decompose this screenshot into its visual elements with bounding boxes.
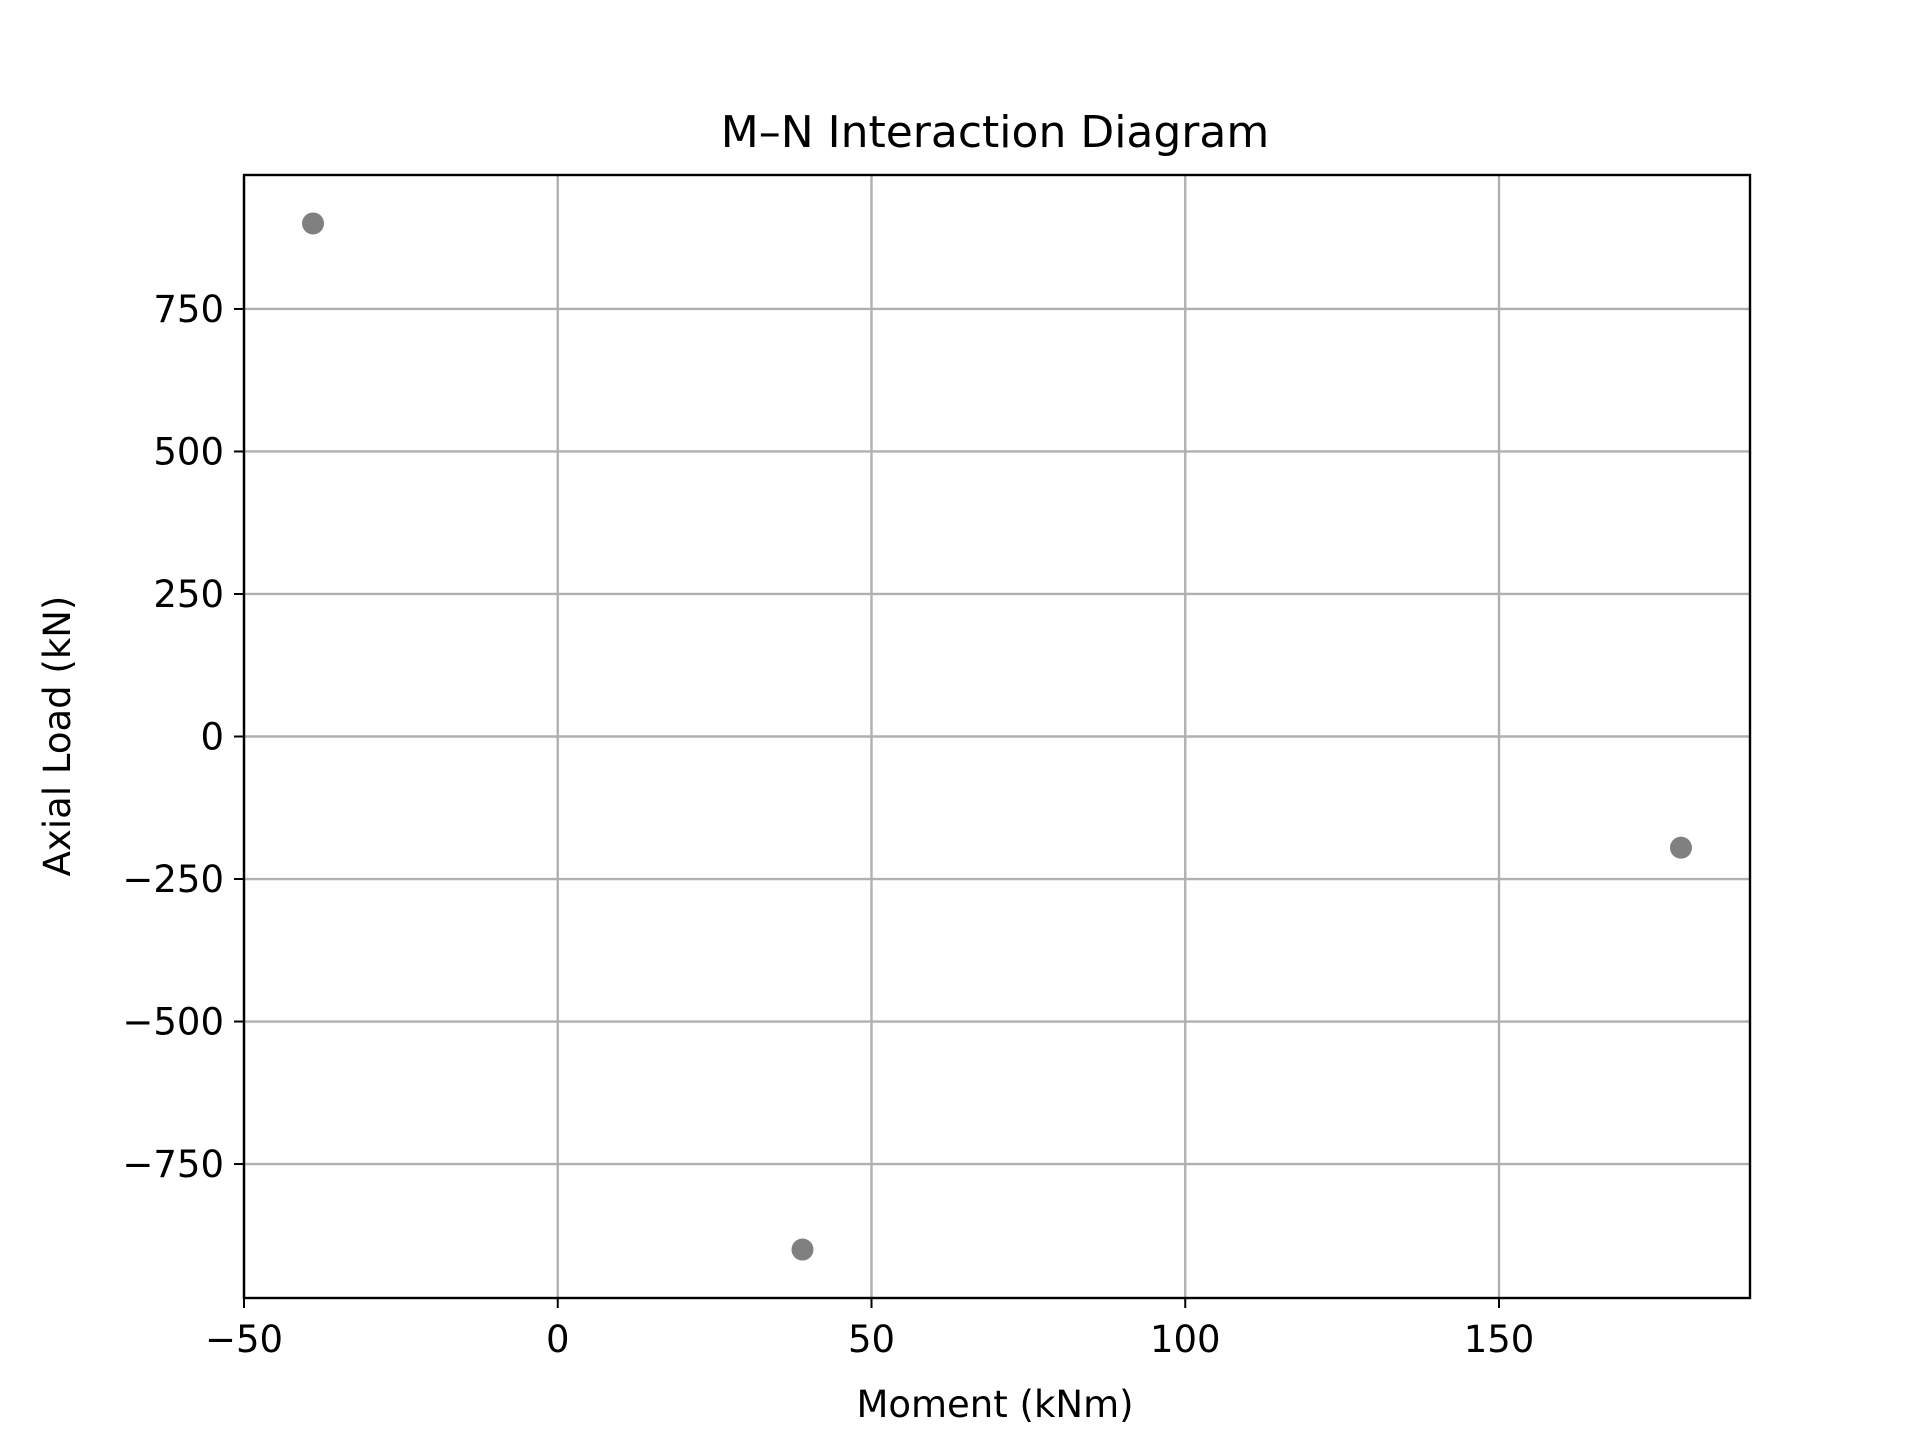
x-tick-label: 0 [546,1318,570,1361]
x-tick-label: −50 [205,1318,283,1361]
scatter-point [1669,836,1692,859]
y-tick-label: −750 [122,1143,224,1186]
y-tick-label: −250 [122,858,224,901]
y-tick-label: 500 [153,430,224,473]
grid [242,175,1750,1298]
y-tick-label: 750 [153,288,224,331]
y-axis-label: Axial Load (kN) [36,596,79,877]
scatter-point [791,1238,814,1261]
x-tick-label: 100 [1150,1318,1221,1361]
plot-frame [242,173,1752,1300]
data-points [302,212,1692,1261]
y-tick-label: 250 [153,573,224,616]
chart-title: M–N Interaction Diagram [721,107,1269,158]
x-tick-label: 150 [1464,1318,1535,1361]
x-axis-label: Moment (kNm) [856,1383,1133,1426]
y-tick-label: 0 [200,716,224,759]
scatter-point [302,212,325,235]
y-tick-label: −500 [122,1001,224,1044]
x-tick-label: 50 [848,1318,895,1361]
